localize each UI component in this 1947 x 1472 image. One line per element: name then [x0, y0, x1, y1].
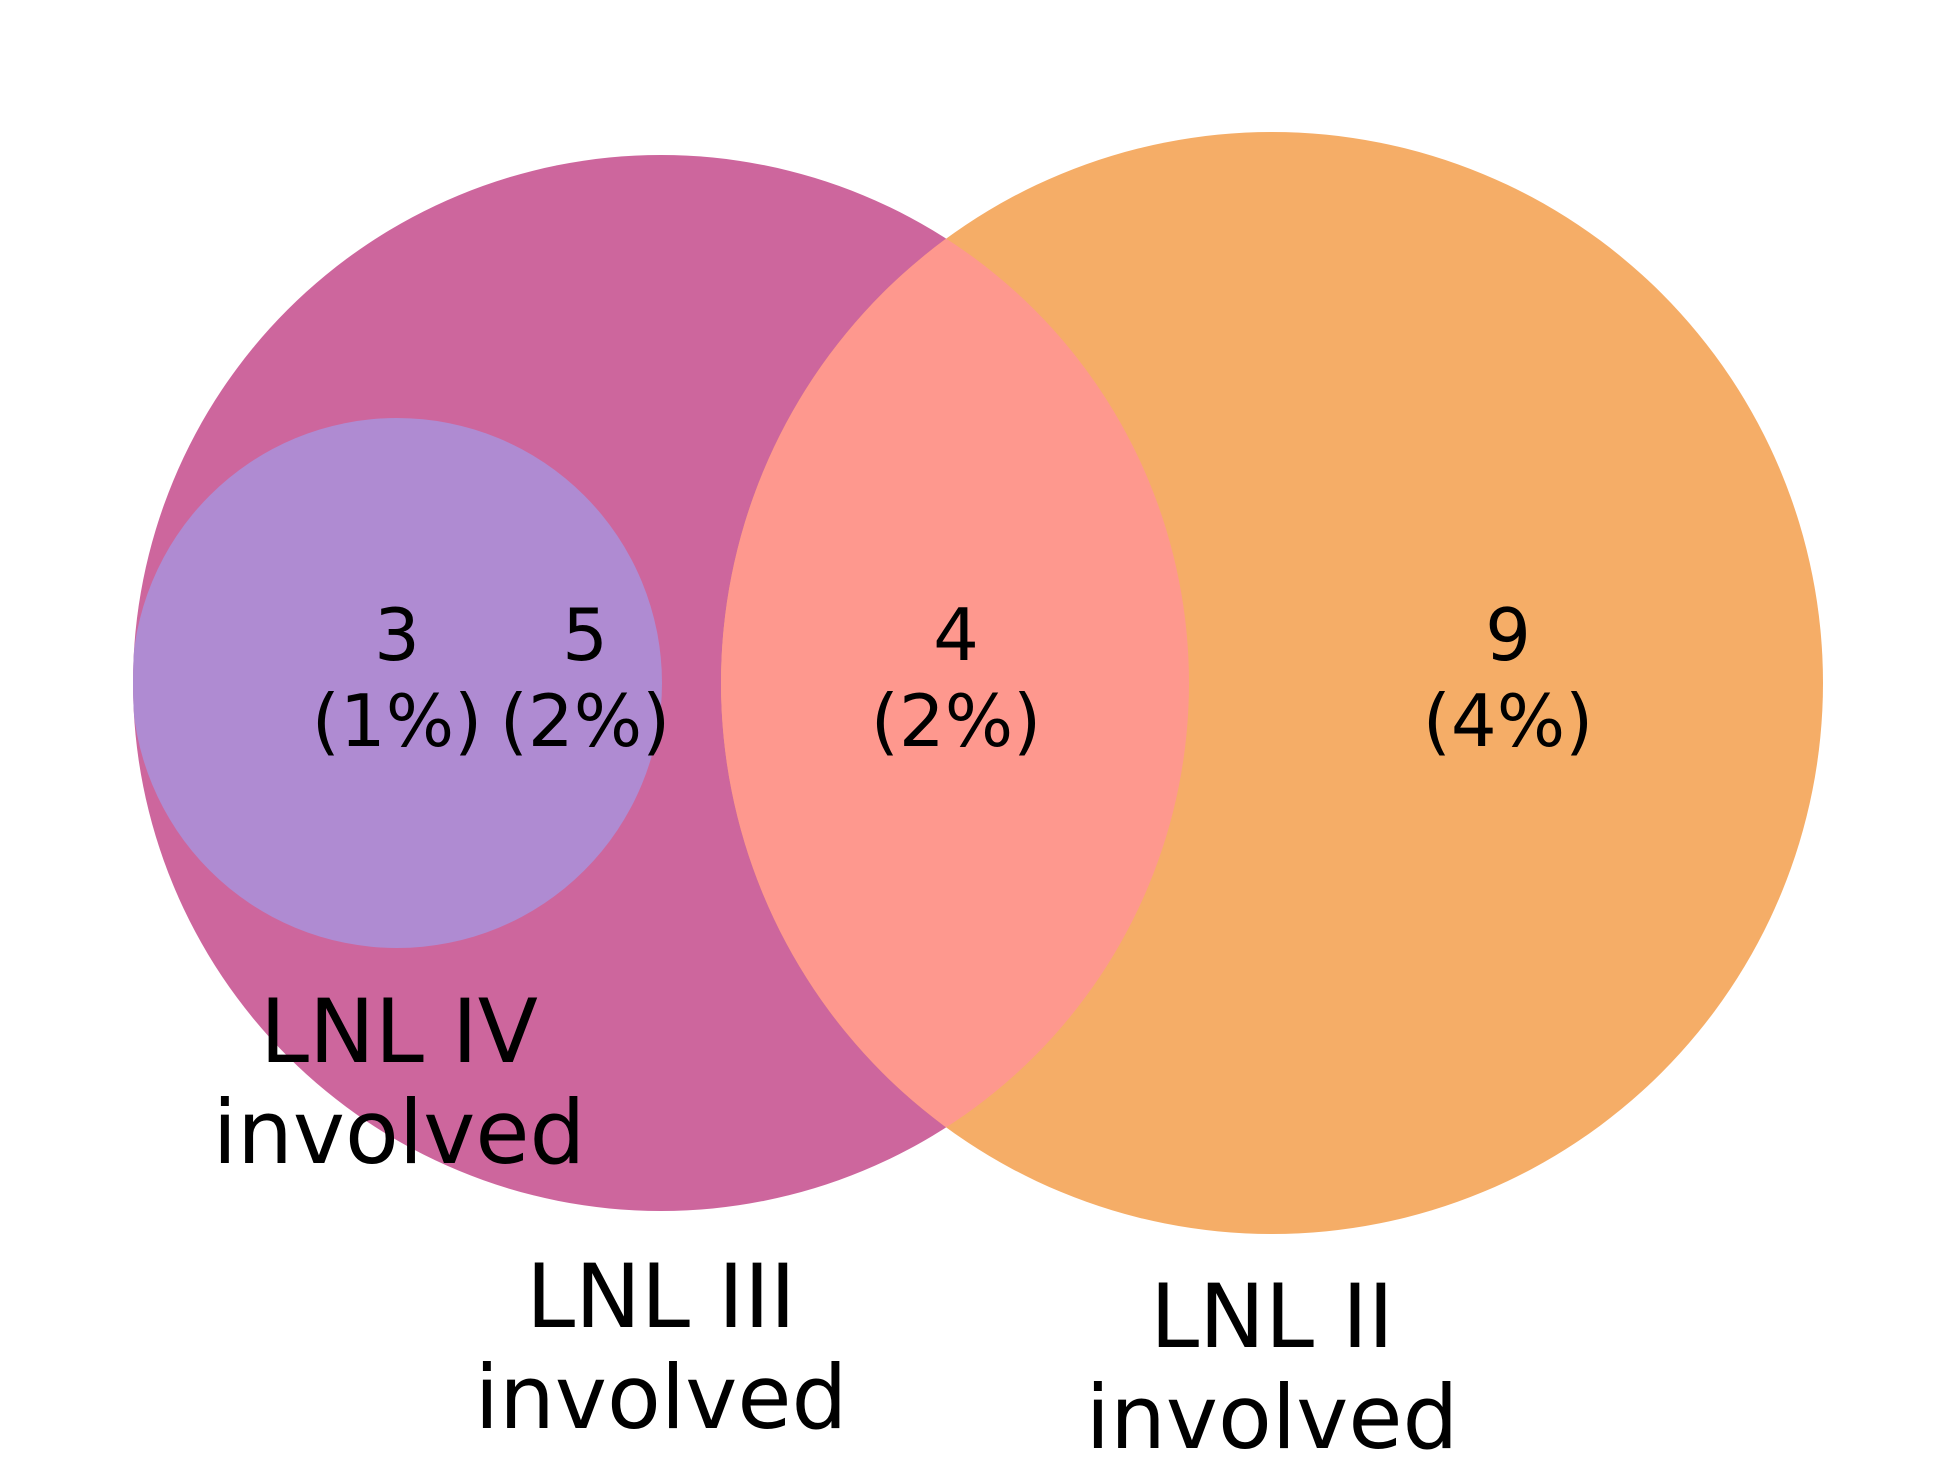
lnl-iii-label-line1: LNL III — [526, 1245, 796, 1348]
lnl-ii-iii-intersection — [721, 155, 1189, 1211]
region-lnl-iii-only-count: 5 — [562, 593, 608, 677]
lnl-ii-label-line1: LNL II — [1150, 1265, 1394, 1368]
region-lnl-ii-only-count: 9 — [1485, 593, 1531, 677]
lnl-iv-label-line1: LNL IV — [260, 980, 538, 1083]
region-lnl-ii-only-percent: (4%) — [1423, 679, 1593, 763]
lnl-iii-label-line2: involved — [475, 1346, 848, 1449]
region-lnl-ii-iii-percent: (2%) — [871, 679, 1041, 763]
region-lnl-iv-percent: (1%) — [312, 679, 482, 763]
region-lnl-iii-only-percent: (2%) — [500, 679, 670, 763]
lnl-ii-label-line2: involved — [1086, 1366, 1459, 1469]
region-lnl-iv-count: 3 — [374, 593, 420, 677]
region-lnl-ii-iii-count: 4 — [933, 593, 979, 677]
lnl-iv-label-line2: involved — [213, 1081, 586, 1184]
lnl-iv-circle — [133, 418, 662, 948]
